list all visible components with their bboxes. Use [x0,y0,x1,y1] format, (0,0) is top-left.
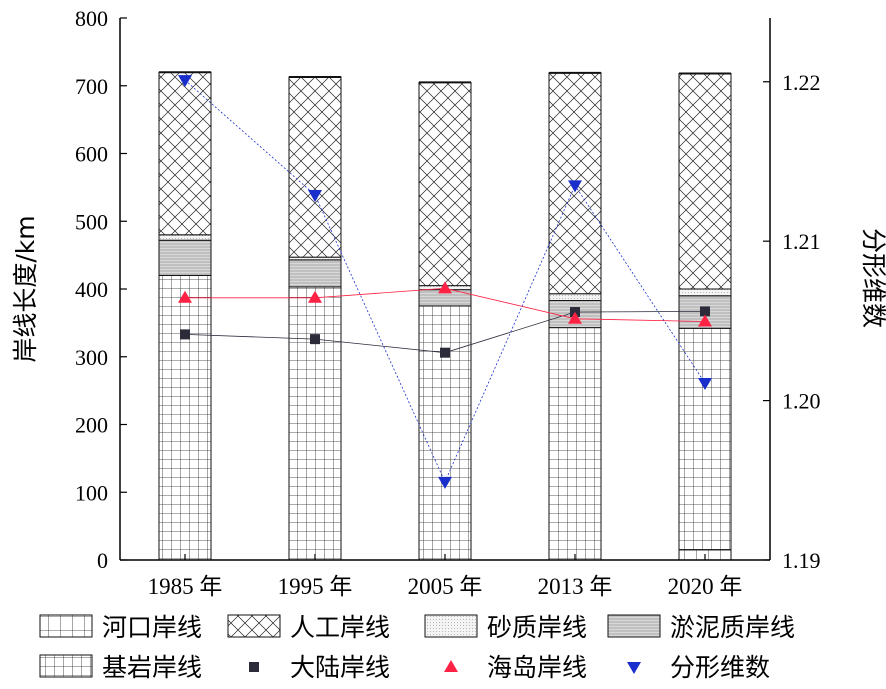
bar-segment-sandy [158,234,212,241]
marker-island [568,311,582,324]
y-tick-label: 100 [75,480,108,505]
legend-item-mainland: 大陆岸线 [249,653,390,682]
legend-label: 基岩岸线 [102,653,202,682]
marker-mainland [180,329,190,340]
bar-segment-sandy [678,288,732,297]
y-tick-label: 200 [75,413,108,438]
y2-tick-label: 1.22 [782,70,821,95]
marker-mainland [700,306,710,317]
legend-swatch [607,614,661,638]
marker-fractal [698,378,712,391]
marker-mainland [440,347,450,358]
y2-tick-label: 1.19 [782,548,821,573]
marker-fractal [438,476,452,489]
bar-segment-artificial [288,76,342,258]
legend-item-artificial: 人工岸线 [227,613,390,642]
legend-label: 砂质岸线 [487,613,587,642]
bar-segment-artificial [418,81,472,287]
bar-segment-artificial [158,71,212,236]
legend-label: 人工岸线 [290,613,390,642]
bar-segment-bedrock [418,305,472,561]
y-tick-label: 600 [75,142,108,167]
legend-label: 分形维数 [670,653,770,682]
y2-axis-title: 分形维数 [859,228,886,328]
bar-segment-muddy [158,239,212,276]
legend-swatch [39,614,93,638]
x-tick-label: 1995 年 [278,574,353,599]
marker-island [438,281,452,294]
line-series [178,75,712,489]
legend-label: 海岛岸线 [487,653,587,682]
x-tick-label: 1985 年 [148,574,223,599]
legend-swatch [424,614,478,638]
marker-island [178,290,192,303]
marker-fractal [178,75,192,88]
bar-segment-sandy [548,293,602,302]
legend-marker [627,662,641,674]
legend-label: 大陆岸线 [290,653,390,682]
bar-segment-bedrock [678,327,732,551]
axes: 0 100 200 300 400 500 600 700 800 1.19 1.20 1.21 1.2… [75,6,821,599]
bar-segment-artificial [678,73,732,290]
legend-label: 河口岸线 [102,613,202,642]
legend-item-island: 海岛岸线 [444,653,587,682]
legend-item-muddy: 淤泥质岸线 [607,613,795,642]
marker-fractal [568,180,582,193]
y-tick-label: 0 [97,548,108,573]
x-tick-label: 2020 年 [668,574,743,599]
marker-fractal [308,189,322,202]
bar-segment-bedrock [548,327,602,561]
legend-swatch [227,614,281,638]
x-tick-label: 2005 年 [408,574,483,599]
legend-marker [249,662,259,672]
legend-item-bedrock: 基岩岸线 [39,653,202,682]
y-tick-label: 700 [75,74,108,99]
y-tick-label: 400 [75,277,108,302]
marker-island [308,290,322,303]
legend-swatch [39,654,93,678]
legend-item-sandy: 砂质岸线 [424,613,587,642]
legend-marker [444,660,458,672]
legend-item-estuary: 河口岸线 [39,613,202,642]
y-tick-label: 500 [75,209,108,234]
bar-segment-bedrock [158,274,212,561]
x-tick-label: 2013 年 [538,574,613,599]
y-axis-title: 岸线长度/km [11,215,40,362]
marker-mainland [310,334,320,345]
y-tick-label: 800 [75,6,108,31]
bar-segment-muddy [288,259,342,288]
y2-tick-label: 1.21 [782,229,821,254]
y2-tick-label: 1.20 [782,389,821,414]
legend-label: 淤泥质岸线 [670,613,795,642]
legend-item-fractal: 分形维数 [627,653,770,682]
bar-segment-bedrock [288,286,342,561]
marker-island [698,314,712,327]
y-tick-label: 300 [75,345,108,370]
